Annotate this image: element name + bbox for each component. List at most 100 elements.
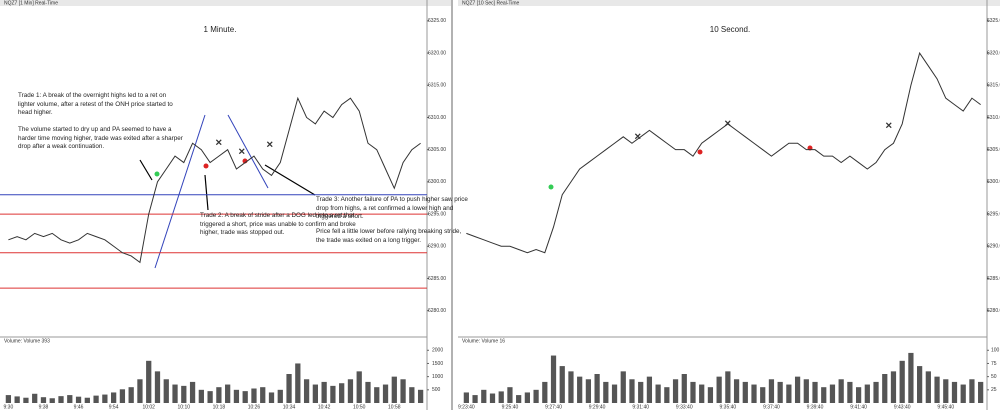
annotation: Price fell a little lower before rallyin…	[316, 228, 462, 244]
volume-bar	[516, 395, 522, 403]
volume-bar	[347, 379, 354, 403]
header-bar	[458, 0, 1000, 6]
x-tick-label: 10:58	[388, 404, 401, 410]
exit-marker: ✕	[215, 137, 223, 147]
volume-bar	[943, 379, 949, 403]
x-tick-label: 9:41:40	[850, 404, 867, 410]
annotation: Trade 1: A break of the overnight highs …	[18, 92, 173, 117]
header-bar	[0, 0, 451, 6]
arrow	[204, 174, 209, 211]
y-tick-label: 6310.00	[428, 115, 446, 121]
volume-bar	[925, 371, 931, 403]
x-tick-label: 10:02	[142, 404, 155, 410]
volume-bar	[119, 389, 126, 403]
volume-bar	[969, 379, 975, 403]
volume-bar	[699, 384, 705, 403]
volume-bar	[847, 381, 853, 403]
y-tick-label: 6295.00	[428, 211, 446, 217]
x-tick-label: 9:38	[39, 404, 49, 410]
exit-marker: ✕	[266, 139, 274, 149]
volume-bar	[23, 397, 29, 403]
volume-bar	[67, 395, 73, 403]
volume-bar	[268, 392, 275, 403]
price-line	[466, 51, 981, 254]
entry-marker	[203, 163, 209, 169]
volume-bar	[716, 376, 722, 403]
x-tick-label: 9:43:40	[894, 404, 911, 410]
x-tick-label: 10:26	[248, 404, 261, 410]
volume-bar	[864, 384, 870, 403]
volume-bar	[225, 384, 231, 403]
volume-bar	[242, 391, 248, 403]
volume-bar	[321, 381, 327, 403]
volume-bar	[917, 366, 923, 403]
volume-bar	[760, 387, 766, 403]
annotation: Trade 2: A break of stride after a DOG l…	[200, 212, 356, 237]
y-tick-label: 6285.00	[987, 276, 1000, 282]
volume-bar	[646, 376, 653, 403]
trendline	[227, 114, 269, 189]
volume-bar	[472, 395, 478, 403]
entry-marker	[697, 149, 703, 155]
trendline	[154, 114, 206, 269]
volume-bar	[655, 384, 661, 403]
volume-tick-label: 75	[991, 361, 997, 367]
volume-bar	[417, 389, 424, 403]
volume-bar	[908, 352, 914, 403]
volume-bar	[330, 385, 336, 403]
y-tick-label: 6280.00	[987, 308, 1000, 314]
volume-bar	[524, 392, 530, 403]
volume-bar	[594, 374, 600, 403]
volume-bar	[777, 381, 783, 403]
volume-bar	[951, 381, 958, 403]
volume-bar	[489, 393, 496, 403]
entry-marker	[154, 171, 160, 177]
volume-bar	[75, 396, 82, 403]
volume-bar	[890, 371, 897, 403]
volume-bar	[49, 398, 55, 403]
volume-bar	[463, 392, 469, 403]
exit-marker: ✕	[885, 120, 893, 130]
volume-bar	[620, 371, 626, 403]
volume-bar	[356, 371, 362, 403]
volume-bar	[882, 374, 888, 403]
volume-bar	[585, 379, 592, 403]
x-tick-label: 9:46	[74, 404, 84, 410]
volume-bar	[128, 387, 134, 403]
x-tick-label: 9:27:40	[545, 404, 562, 410]
volume-bar	[286, 374, 292, 403]
volume-tick-label: 1500	[432, 361, 443, 367]
volume-bar	[725, 371, 731, 403]
volume-tick-label: 50	[991, 374, 997, 380]
volume-bar	[146, 360, 152, 403]
y-tick-label: 6290.00	[428, 244, 446, 250]
volume-bar	[611, 384, 618, 403]
volume-bar	[873, 381, 879, 403]
annotation: Trade 3: Another failure of PA to push h…	[316, 196, 468, 221]
volume-bar	[812, 381, 818, 403]
volume-bar	[794, 376, 801, 403]
x-tick-label: 9:25:40	[502, 404, 519, 410]
volume-bar	[603, 381, 609, 403]
x-tick-label: 10:10	[178, 404, 191, 410]
y-tick-label: 6295.00	[987, 211, 1000, 217]
volume-bar	[855, 387, 862, 403]
volume-bar	[768, 379, 775, 403]
volume-bar	[339, 383, 345, 403]
volume-bar	[111, 392, 117, 403]
x-tick-label: 9:31:40	[632, 404, 649, 410]
y-tick-label: 6290.00	[987, 244, 1000, 250]
volume-bar	[40, 397, 47, 403]
price-line	[8, 96, 421, 264]
exit-marker: ✕	[238, 146, 246, 156]
y-tick-label: 6320.00	[987, 50, 1000, 56]
x-tick-label: 9:30	[4, 404, 14, 410]
volume-bar	[638, 381, 644, 403]
volume-bar	[400, 379, 406, 403]
y-tick-label: 6310.00	[987, 115, 1000, 121]
volume-bar	[542, 381, 548, 403]
exit-marker: ✕	[634, 131, 642, 141]
volume-bar	[829, 384, 836, 403]
